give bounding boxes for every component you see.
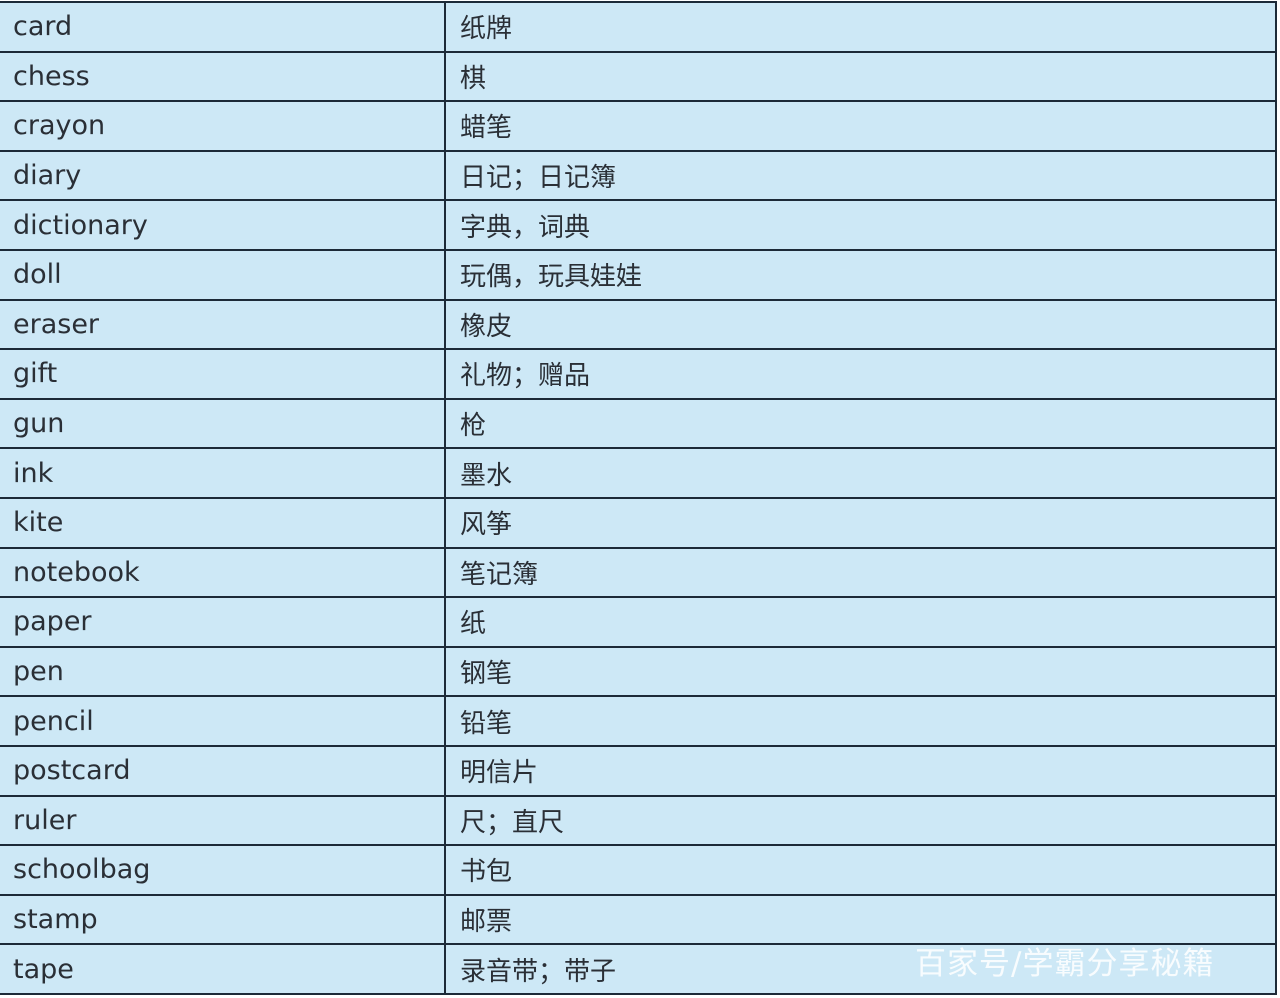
chinese-meaning: 录音带；带子	[444, 943, 1277, 995]
english-word: schoolbag	[0, 844, 446, 896]
table-row: kite 风筝	[0, 496, 1277, 549]
table-row: schoolbag 书包	[0, 844, 1277, 896]
english-word: ink	[0, 447, 446, 499]
chinese-meaning: 礼物；赠品	[444, 348, 1277, 400]
table-row: pen 钢笔	[0, 645, 1277, 698]
table-row: chess 棋	[0, 50, 1277, 103]
english-word: tape	[0, 943, 446, 995]
chinese-meaning: 纸牌	[444, 1, 1277, 53]
chinese-meaning: 纸	[444, 596, 1277, 648]
english-word: notebook	[0, 546, 446, 599]
english-word: gift	[0, 348, 446, 400]
chinese-meaning: 钢笔	[444, 645, 1277, 698]
chinese-meaning: 铅笔	[444, 695, 1277, 747]
english-word: chess	[0, 50, 446, 103]
table-row: stamp 邮票	[0, 893, 1277, 946]
table-row: postcard 明信片	[0, 744, 1277, 797]
english-word: ruler	[0, 794, 446, 847]
chinese-meaning: 尺；直尺	[444, 794, 1277, 847]
table-row: tape 录音带；带子	[0, 943, 1277, 995]
table-row: doll 玩偶，玩具娃娃	[0, 248, 1277, 301]
table-row: ink 墨水	[0, 447, 1277, 499]
table-row: gift 礼物；赠品	[0, 348, 1277, 400]
table-row: pencil 铅笔	[0, 695, 1277, 747]
english-word: gun	[0, 397, 446, 450]
table-row: paper 纸	[0, 596, 1277, 648]
chinese-meaning: 明信片	[444, 744, 1277, 797]
english-word: stamp	[0, 893, 446, 946]
english-word: eraser	[0, 298, 446, 351]
chinese-meaning: 书包	[444, 844, 1277, 896]
table-row: eraser 橡皮	[0, 298, 1277, 351]
chinese-meaning: 墨水	[444, 447, 1277, 499]
watermark: 百家号/学霸分享秘籍	[915, 946, 1215, 982]
chinese-meaning: 字典，词典	[444, 199, 1277, 251]
table-row: gun 枪	[0, 397, 1277, 450]
english-word: dictionary	[0, 199, 446, 251]
chinese-meaning: 风筝	[444, 496, 1277, 549]
english-word: kite	[0, 496, 446, 549]
table-row: ruler 尺；直尺	[0, 794, 1277, 847]
table-row: notebook 笔记簿	[0, 546, 1277, 599]
english-word: postcard	[0, 744, 446, 797]
english-word: pencil	[0, 695, 446, 747]
chinese-meaning: 枪	[444, 397, 1277, 450]
chinese-meaning: 棋	[444, 50, 1277, 103]
english-word: card	[0, 1, 446, 53]
chinese-meaning: 笔记簿	[444, 546, 1277, 599]
english-word: pen	[0, 645, 446, 698]
table-row: card 纸牌	[0, 1, 1277, 53]
table-row: crayon 蜡笔	[0, 100, 1277, 152]
english-word: diary	[0, 149, 446, 202]
chinese-meaning: 橡皮	[444, 298, 1277, 351]
table-row: diary 日记；日记簿	[0, 149, 1277, 202]
chinese-meaning: 玩偶，玩具娃娃	[444, 248, 1277, 301]
chinese-meaning: 蜡笔	[444, 100, 1277, 152]
table-row: dictionary 字典，词典	[0, 199, 1277, 251]
english-word: doll	[0, 248, 446, 301]
english-word: paper	[0, 596, 446, 648]
chinese-meaning: 日记；日记簿	[444, 149, 1277, 202]
chinese-meaning: 邮票	[444, 893, 1277, 946]
english-word: crayon	[0, 100, 446, 152]
